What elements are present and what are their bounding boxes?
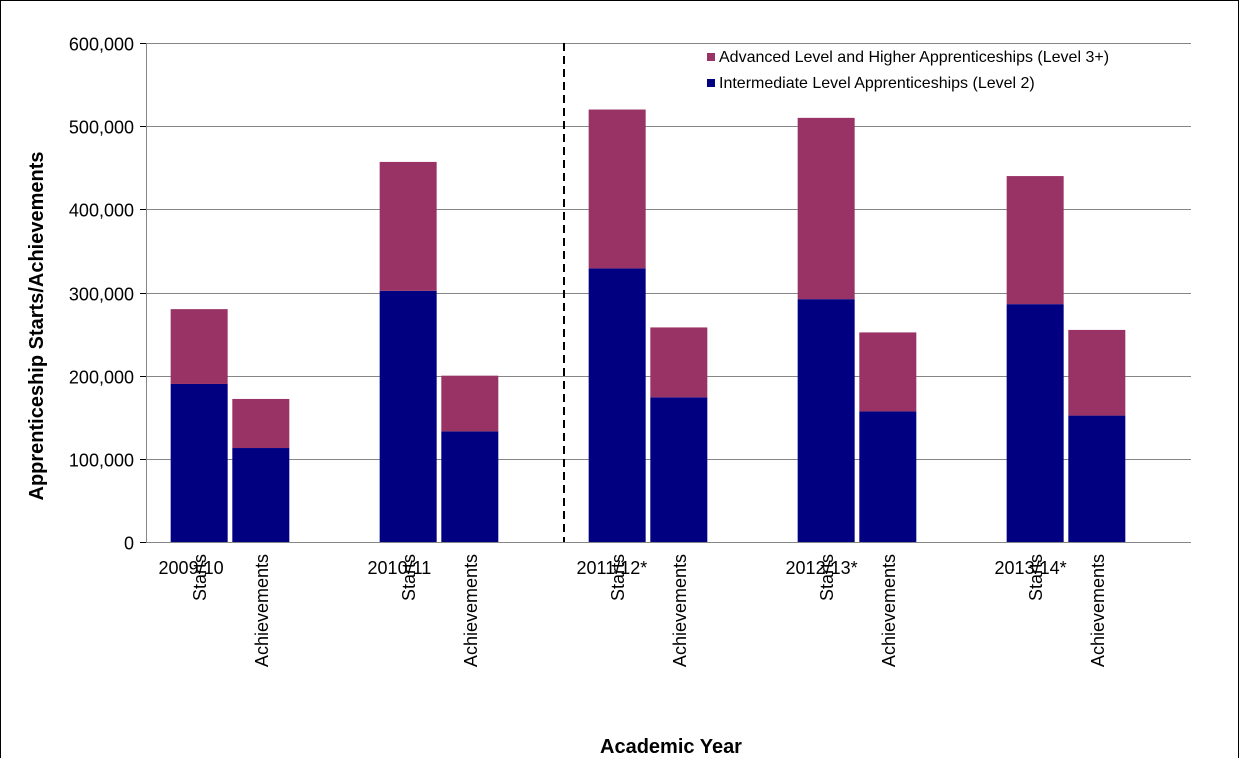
y-axis-tick-labels: 0 100,000 200,000 300,000 400,000 500,000 600,… [69, 35, 146, 554]
bar-segment [170, 309, 228, 384]
bar-segment [859, 332, 917, 412]
bar-segment [170, 383, 228, 542]
bar-segment [441, 375, 499, 432]
bars [170, 109, 1126, 542]
bar-segment [232, 398, 290, 449]
x-category-label: Starts [1026, 554, 1046, 601]
bar-segment [441, 431, 499, 542]
legend-swatch [707, 79, 715, 87]
x-category-label: Starts [399, 554, 419, 601]
bar-segment [797, 299, 855, 542]
bar-segment [1006, 176, 1064, 305]
bar-segment [588, 109, 646, 269]
x-group-label: 2012/13* [786, 558, 858, 578]
x-axis-title: Academic Year [600, 736, 742, 758]
bar-segment [379, 290, 437, 542]
x-category-label: Achievements [461, 554, 481, 667]
y-tick-label: 200,000 [69, 368, 134, 388]
y-tick-label: 400,000 [69, 201, 134, 221]
x-group-label: 2013/14* [995, 558, 1067, 578]
bar-segment [650, 397, 708, 542]
bar-segment [588, 268, 646, 542]
bar-segment [859, 411, 917, 542]
x-category-label: Achievements [879, 554, 899, 667]
y-tick-label: 0 [124, 534, 134, 554]
legend-swatch [707, 53, 715, 61]
x-group-label: 2010/11 [368, 558, 432, 578]
x-group-label: 2009/10 [159, 558, 224, 578]
bar-segment [232, 448, 290, 542]
x-category-label: Starts [190, 554, 210, 601]
bar-segment [379, 161, 437, 291]
bar-segment [650, 327, 708, 398]
x-category-label: Achievements [252, 554, 272, 667]
bar-segment [1068, 329, 1126, 416]
y-tick-label: 100,000 [69, 451, 134, 471]
bar-segment [797, 117, 855, 300]
legend-label: Intermediate Level Apprenticeships (Leve… [719, 75, 1035, 92]
x-category-label: Achievements [1088, 554, 1108, 667]
x-group-label: 2011/12* [577, 558, 648, 578]
bar-segment [1006, 304, 1064, 542]
legend: Advanced Level and Higher Apprenticeship… [707, 49, 1109, 92]
y-axis-title: Apprenticeship Starts/Achievements [26, 152, 48, 501]
y-tick-label: 300,000 [69, 285, 134, 305]
x-category-label: Achievements [670, 554, 690, 667]
y-tick-label: 500,000 [69, 118, 134, 138]
y-tick-label: 600,000 [69, 35, 134, 55]
bar-segment [1068, 415, 1126, 542]
axes [146, 43, 1191, 543]
x-category-label: Starts [817, 554, 837, 601]
legend-label: Advanced Level and Higher Apprenticeship… [719, 49, 1109, 66]
x-category-label: Starts [608, 554, 628, 601]
